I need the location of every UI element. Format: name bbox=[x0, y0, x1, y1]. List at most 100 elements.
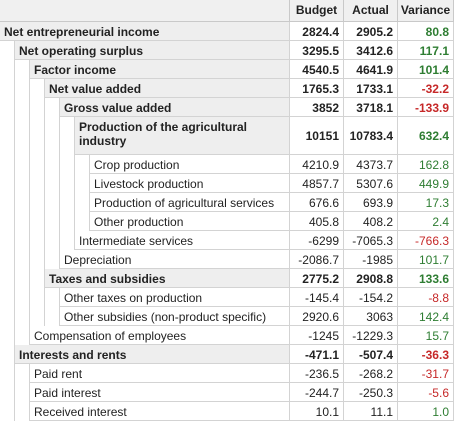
table-row[interactable]: Paid rent -236.5 -268.2 -31.7 bbox=[0, 364, 454, 383]
actual-cell[interactable]: -268.2 bbox=[344, 364, 398, 383]
row-label[interactable]: Other production bbox=[90, 212, 290, 231]
table-row[interactable]: Received interest 10.1 11.1 1.0 bbox=[0, 402, 454, 421]
table-row[interactable]: Production of agricultural services 676.6… bbox=[0, 193, 454, 212]
variance-cell[interactable]: 142.4 bbox=[398, 307, 454, 326]
variance-cell[interactable]: 80.8 bbox=[398, 22, 454, 41]
row-label[interactable]: Compensation of employees bbox=[30, 326, 290, 345]
row-label[interactable]: Net value added bbox=[45, 79, 290, 98]
actual-cell[interactable]: 3718.1 bbox=[344, 98, 398, 117]
table-row[interactable]: Interests and rents -471.1 -507.4 -36.3 bbox=[0, 345, 454, 364]
actual-cell[interactable]: -1229.3 bbox=[344, 326, 398, 345]
table-row[interactable]: Gross value added 3852 3718.1 -133.9 bbox=[0, 98, 454, 117]
variance-cell[interactable]: 632.4 bbox=[398, 117, 454, 155]
budget-cell[interactable]: 2824.4 bbox=[290, 22, 344, 41]
actual-cell[interactable]: 10783.4 bbox=[344, 117, 398, 155]
actual-cell[interactable]: 3063 bbox=[344, 307, 398, 326]
actual-cell[interactable]: -507.4 bbox=[344, 345, 398, 364]
budget-cell[interactable]: 4210.9 bbox=[290, 155, 344, 174]
row-label[interactable]: Livestock production bbox=[90, 174, 290, 193]
table-row[interactable]: Paid interest -244.7 -250.3 -5.6 bbox=[0, 383, 454, 402]
column-header-budget[interactable]: Budget bbox=[290, 0, 344, 22]
table-row[interactable]: Crop production 4210.9 4373.7 162.8 bbox=[0, 155, 454, 174]
variance-cell[interactable]: 15.7 bbox=[398, 326, 454, 345]
table-row[interactable]: Production of the agricultural industry 1… bbox=[0, 117, 454, 155]
actual-cell[interactable]: 11.1 bbox=[344, 402, 398, 421]
column-header-variance[interactable]: Variance bbox=[398, 0, 454, 22]
table-row[interactable]: Depreciation -2086.7 -1985 101.7 bbox=[0, 250, 454, 269]
budget-cell[interactable]: 2775.2 bbox=[290, 269, 344, 288]
budget-cell[interactable]: 10151 bbox=[290, 117, 344, 155]
row-label[interactable]: Depreciation bbox=[60, 250, 290, 269]
row-label[interactable]: Received interest bbox=[30, 402, 290, 421]
variance-cell[interactable]: -766.3 bbox=[398, 231, 454, 250]
row-label[interactable]: Other subsidies (non-product specific) bbox=[60, 307, 290, 326]
budget-cell[interactable]: -2086.7 bbox=[290, 250, 344, 269]
variance-cell[interactable]: 162.8 bbox=[398, 155, 454, 174]
variance-cell[interactable]: -36.3 bbox=[398, 345, 454, 364]
variance-cell[interactable]: -133.9 bbox=[398, 98, 454, 117]
actual-cell[interactable]: 408.2 bbox=[344, 212, 398, 231]
budget-cell[interactable]: -244.7 bbox=[290, 383, 344, 402]
actual-cell[interactable]: -154.2 bbox=[344, 288, 398, 307]
actual-cell[interactable]: 2908.8 bbox=[344, 269, 398, 288]
budget-cell[interactable]: 4540.5 bbox=[290, 60, 344, 79]
budget-cell[interactable]: 10.1 bbox=[290, 402, 344, 421]
variance-cell[interactable]: -8.8 bbox=[398, 288, 454, 307]
variance-cell[interactable]: -32.2 bbox=[398, 79, 454, 98]
table-row[interactable]: Intermediate services -6299 -7065.3 -766.3 bbox=[0, 231, 454, 250]
actual-cell[interactable]: 5307.6 bbox=[344, 174, 398, 193]
table-row[interactable]: Other taxes on production -145.4 -154.2 -8.… bbox=[0, 288, 454, 307]
table-row[interactable]: Factor income 4540.5 4641.9 101.4 bbox=[0, 60, 454, 79]
table-row[interactable]: Taxes and subsidies 2775.2 2908.8 133.6 bbox=[0, 269, 454, 288]
variance-cell[interactable]: 117.1 bbox=[398, 41, 454, 60]
actual-cell[interactable]: -1985 bbox=[344, 250, 398, 269]
row-label[interactable]: Net operating surplus bbox=[15, 41, 290, 60]
variance-cell[interactable]: 17.3 bbox=[398, 193, 454, 212]
variance-cell[interactable]: 2.4 bbox=[398, 212, 454, 231]
actual-cell[interactable]: -7065.3 bbox=[344, 231, 398, 250]
budget-cell[interactable]: -236.5 bbox=[290, 364, 344, 383]
row-label[interactable]: Net entrepreneurial income bbox=[0, 22, 290, 41]
budget-cell[interactable]: -145.4 bbox=[290, 288, 344, 307]
table-row[interactable]: Other subsidies (non-product specific) 29… bbox=[0, 307, 454, 326]
budget-cell[interactable]: -6299 bbox=[290, 231, 344, 250]
table-row[interactable]: Net entrepreneurial income 2824.4 2905.2 80… bbox=[0, 22, 454, 41]
variance-cell[interactable]: 101.4 bbox=[398, 60, 454, 79]
row-label[interactable]: Other taxes on production bbox=[60, 288, 290, 307]
variance-cell[interactable]: 449.9 bbox=[398, 174, 454, 193]
actual-cell[interactable]: 693.9 bbox=[344, 193, 398, 212]
actual-cell[interactable]: 1733.1 bbox=[344, 79, 398, 98]
row-label[interactable]: Taxes and subsidies bbox=[45, 269, 290, 288]
table-row[interactable]: Livestock production 4857.7 5307.6 449.9 bbox=[0, 174, 454, 193]
row-label[interactable]: Factor income bbox=[30, 60, 290, 79]
row-label[interactable]: Intermediate services bbox=[75, 231, 290, 250]
variance-cell[interactable]: 101.7 bbox=[398, 250, 454, 269]
column-header-actual[interactable]: Actual bbox=[344, 0, 398, 22]
actual-cell[interactable]: 4641.9 bbox=[344, 60, 398, 79]
row-label[interactable]: Paid interest bbox=[30, 383, 290, 402]
budget-cell[interactable]: 4857.7 bbox=[290, 174, 344, 193]
actual-cell[interactable]: 4373.7 bbox=[344, 155, 398, 174]
budget-cell[interactable]: 405.8 bbox=[290, 212, 344, 231]
budget-cell[interactable]: 2920.6 bbox=[290, 307, 344, 326]
table-row[interactable]: Compensation of employees -1245 -1229.3 15.… bbox=[0, 326, 454, 345]
variance-cell[interactable]: 133.6 bbox=[398, 269, 454, 288]
variance-cell[interactable]: -31.7 bbox=[398, 364, 454, 383]
budget-cell[interactable]: -1245 bbox=[290, 326, 344, 345]
table-row[interactable]: Other production 405.8 408.2 2.4 bbox=[0, 212, 454, 231]
budget-cell[interactable]: -471.1 bbox=[290, 345, 344, 364]
table-row[interactable]: Net operating surplus 3295.5 3412.6 117.1 bbox=[0, 41, 454, 60]
actual-cell[interactable]: 2905.2 bbox=[344, 22, 398, 41]
budget-cell[interactable]: 3852 bbox=[290, 98, 344, 117]
row-label[interactable]: Interests and rents bbox=[15, 345, 290, 364]
budget-cell[interactable]: 1765.3 bbox=[290, 79, 344, 98]
variance-cell[interactable]: -5.6 bbox=[398, 383, 454, 402]
row-label[interactable]: Crop production bbox=[90, 155, 290, 174]
budget-cell[interactable]: 3295.5 bbox=[290, 41, 344, 60]
actual-cell[interactable]: -250.3 bbox=[344, 383, 398, 402]
actual-cell[interactable]: 3412.6 bbox=[344, 41, 398, 60]
table-row[interactable]: Net value added 1765.3 1733.1 -32.2 bbox=[0, 79, 454, 98]
budget-cell[interactable]: 676.6 bbox=[290, 193, 344, 212]
row-label[interactable]: Production of agricultural services bbox=[90, 193, 290, 212]
row-label[interactable]: Gross value added bbox=[60, 98, 290, 117]
